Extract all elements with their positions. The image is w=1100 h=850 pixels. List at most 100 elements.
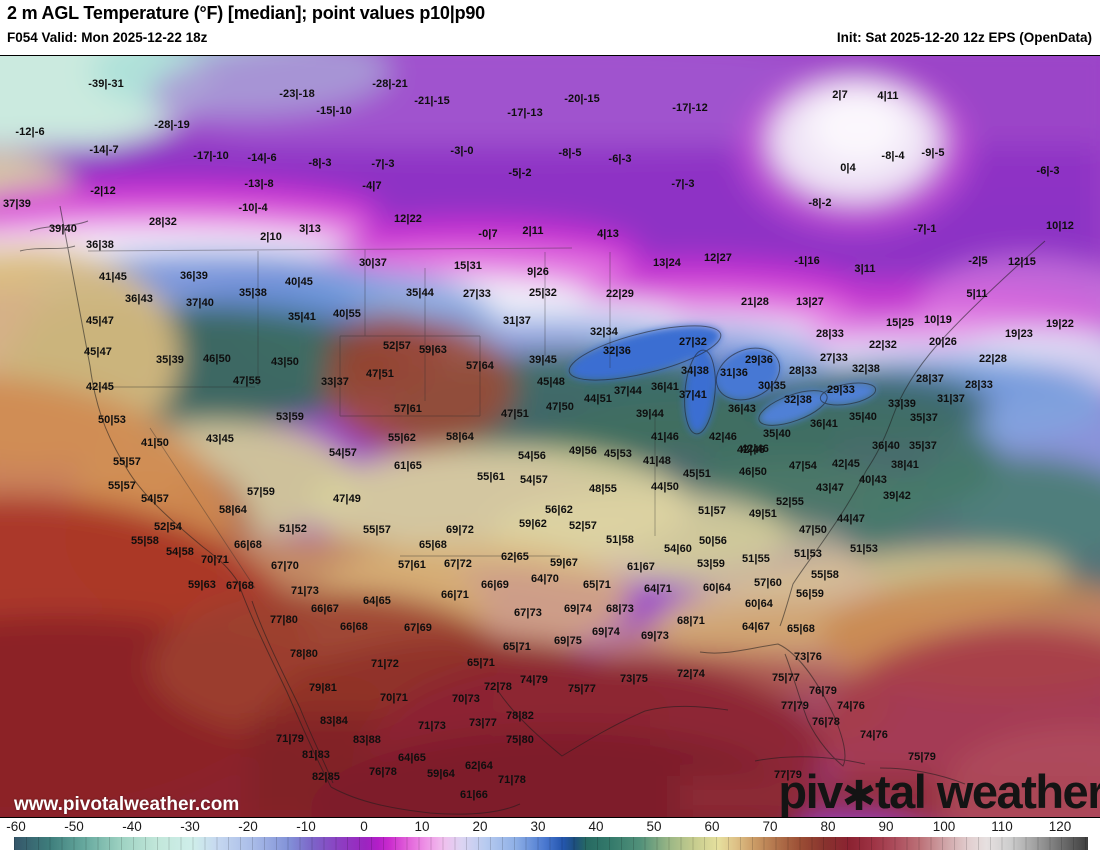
station-value: 65|68 [786, 623, 816, 635]
colorbar-tick: -40 [122, 819, 142, 834]
station-value: 78|80 [289, 648, 319, 660]
station-value: -28|-21 [372, 78, 408, 90]
station-value: 35|37 [909, 412, 939, 424]
station-value: -12|-6 [15, 126, 45, 138]
station-value: 42|46 [736, 444, 766, 456]
station-value: 75|79 [907, 751, 937, 763]
watermark-url: www.pivotalweather.com [14, 794, 240, 815]
station-value: 38|41 [890, 459, 920, 471]
colorbar-gradient [14, 837, 1088, 850]
station-value: 52|54 [153, 521, 183, 533]
station-value: 51|53 [849, 543, 879, 555]
station-value: 59|63 [418, 344, 448, 356]
station-value: 81|83 [301, 749, 331, 761]
colorbar-tick: 90 [878, 819, 894, 834]
station-value: 32|38 [851, 363, 881, 375]
station-value: -14|-7 [89, 144, 119, 156]
station-value: 67|73 [513, 607, 543, 619]
station-value: -8|-5 [558, 147, 582, 159]
station-value: 39|42 [882, 490, 912, 502]
station-value: 70|71 [200, 554, 230, 566]
station-value: 65|68 [418, 539, 448, 551]
station-value: -17|-13 [507, 107, 543, 119]
station-value: 44|50 [650, 481, 680, 493]
station-value: 12|22 [393, 213, 423, 225]
station-value: 69|72 [445, 524, 475, 536]
station-value: 41|45 [98, 271, 128, 283]
station-value: 29|36 [744, 354, 774, 366]
station-value: 15|31 [453, 260, 483, 272]
station-value: 51|52 [278, 523, 308, 535]
colorbar-tick: -10 [296, 819, 316, 834]
station-value: 59|64 [426, 768, 456, 780]
station-value: 76|79 [808, 685, 838, 697]
station-value: 71|78 [497, 774, 527, 786]
station-value: 2|10 [260, 231, 282, 243]
station-value: 54|57 [519, 474, 549, 486]
station-value: 57|64 [465, 360, 495, 372]
great-lakes [569, 325, 876, 434]
colorbar-tick: 40 [588, 819, 604, 834]
station-value: 34|38 [680, 365, 710, 377]
station-value: 51|55 [741, 553, 771, 565]
station-value: 57|61 [397, 559, 427, 571]
station-value: -5|-2 [508, 167, 532, 179]
logo-text-left: piv [778, 764, 843, 818]
station-value: 47|55 [232, 375, 262, 387]
station-value: 60|64 [744, 598, 774, 610]
station-value: 5|11 [966, 288, 988, 300]
station-value: 39|44 [635, 408, 665, 420]
station-value: 39|40 [48, 223, 78, 235]
station-value: 57|61 [393, 403, 423, 415]
station-value: 52|57 [382, 340, 412, 352]
station-value: 32|36 [602, 345, 632, 357]
colorbar-tick: 50 [646, 819, 662, 834]
station-value: 10|12 [1045, 220, 1075, 232]
station-value: 69|73 [640, 630, 670, 642]
station-value: 10|19 [923, 314, 953, 326]
colorbar-tick: 100 [932, 819, 956, 834]
station-value: 28|33 [815, 328, 845, 340]
station-value: 42|46 [740, 443, 770, 455]
station-value: 69|74 [563, 603, 593, 615]
station-value: 62|64 [464, 760, 494, 772]
station-value: -8|-2 [808, 197, 832, 209]
station-value: 28|32 [148, 216, 178, 228]
station-value: -3|-0 [450, 145, 474, 157]
station-value: 4|13 [597, 228, 619, 240]
station-value: 54|58 [165, 546, 195, 558]
station-value: 20|26 [928, 336, 958, 348]
station-value: 51|53 [793, 548, 823, 560]
station-value: 61|65 [393, 460, 423, 472]
station-value: 54|60 [663, 543, 693, 555]
station-value: 46|50 [738, 466, 768, 478]
station-value: 45|53 [603, 448, 633, 460]
station-value: 54|57 [140, 493, 170, 505]
colorbar-tick: 20 [472, 819, 488, 834]
station-value: -6|-3 [608, 153, 632, 165]
station-value: 27|33 [819, 352, 849, 364]
station-value: 74|76 [836, 700, 866, 712]
station-value: 57|60 [753, 577, 783, 589]
station-value: 75|80 [505, 734, 535, 746]
station-value: 71|72 [370, 658, 400, 670]
station-value: 28|33 [964, 379, 994, 391]
station-value: 35|39 [155, 354, 185, 366]
station-value: 59|62 [518, 518, 548, 530]
station-value: 71|79 [275, 733, 305, 745]
station-value: 42|45 [85, 381, 115, 393]
station-value: 59|63 [187, 579, 217, 591]
station-value: -17|-10 [193, 150, 229, 162]
station-value: -9|-5 [921, 147, 945, 159]
colorbar-tick: 120 [1048, 819, 1072, 834]
station-value: 47|51 [500, 408, 530, 420]
station-value: 47|51 [365, 368, 395, 380]
station-value: 3|11 [854, 263, 876, 275]
station-value: 31|36 [719, 367, 749, 379]
station-value: 45|47 [83, 346, 113, 358]
station-value: 37|44 [613, 385, 643, 397]
station-value: 45|48 [536, 376, 566, 388]
station-value: 47|50 [798, 524, 828, 536]
station-value: 4|11 [877, 90, 899, 102]
